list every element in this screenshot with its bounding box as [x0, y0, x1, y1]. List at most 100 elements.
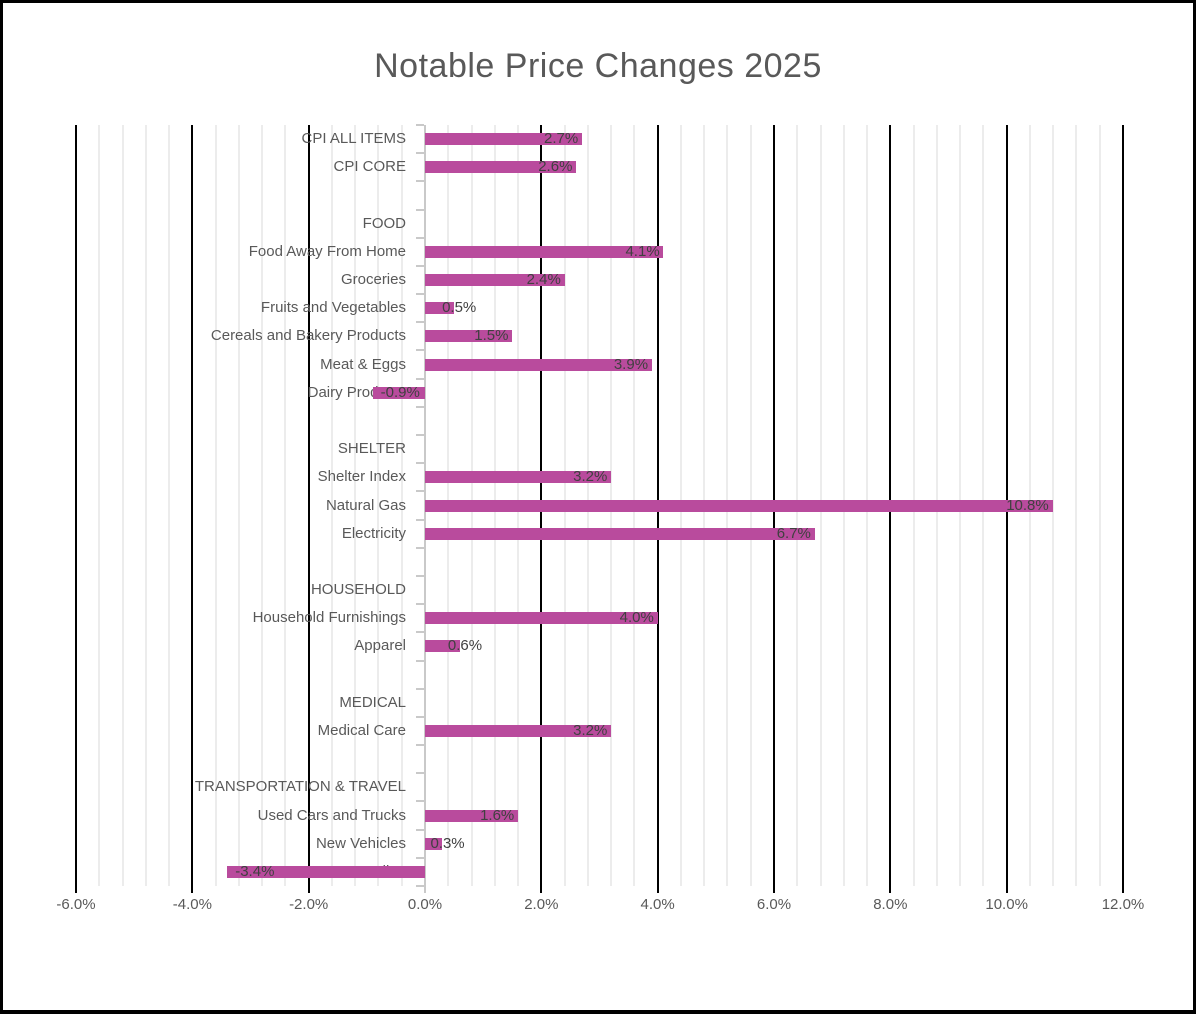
- category-tick: [416, 434, 424, 437]
- bar: [425, 527, 815, 540]
- gridline-minor: [214, 125, 217, 886]
- category-tick: [416, 631, 424, 634]
- category-label: Shelter Index: [317, 468, 406, 486]
- category-tick: [416, 264, 424, 267]
- bar: [425, 612, 658, 625]
- category-label: FOOD: [362, 214, 406, 232]
- gridline-minor: [121, 125, 124, 886]
- category-label: MEDICAL: [339, 693, 406, 711]
- bar-value-label: 3.2%: [573, 468, 608, 486]
- category-label: SHELTER: [337, 440, 406, 458]
- gridline-major: [307, 125, 310, 893]
- bar: [425, 640, 460, 653]
- category-tick: [416, 321, 424, 324]
- bar: [425, 724, 612, 737]
- bar-value-label: 2.4%: [526, 271, 561, 289]
- category-tick: [416, 659, 424, 662]
- category-label: Fruits and Vegetables: [260, 299, 406, 317]
- category-tick: [416, 462, 424, 465]
- gridline-minor: [284, 125, 287, 886]
- gridline-minor: [144, 125, 147, 886]
- gridline-minor: [330, 125, 333, 886]
- bar-value-label: 0.5%: [442, 299, 477, 317]
- x-axis-tick-label: -2.0%: [289, 896, 329, 913]
- x-axis-tick-label: -6.0%: [56, 896, 96, 913]
- bar: [425, 358, 652, 371]
- bar-value-label: 6.7%: [776, 524, 811, 542]
- category-tick: [416, 715, 424, 718]
- category-label: Used Cars and Trucks: [257, 806, 406, 824]
- bar: [425, 274, 565, 287]
- category-tick: [416, 208, 424, 211]
- category-tick: [416, 603, 424, 606]
- category-tick: [416, 800, 424, 803]
- bar: [372, 386, 425, 399]
- category-tick: [416, 377, 424, 380]
- gridline-minor: [1052, 125, 1055, 886]
- gridline-major: [1122, 125, 1124, 893]
- x-axis-tick-label: 4.0%: [640, 896, 675, 913]
- category-tick: [416, 687, 424, 690]
- category-tick: [416, 490, 424, 493]
- category-tick: [416, 744, 424, 747]
- category-tick: [416, 405, 424, 408]
- gridline-minor: [261, 125, 264, 886]
- bar: [425, 471, 612, 484]
- category-label: CPI ALL ITEMS: [301, 130, 406, 148]
- bar-value-label: -3.4%: [235, 862, 275, 880]
- bar-value-label: 0.3%: [430, 834, 465, 852]
- category-label: Meat & Eggs: [320, 355, 406, 373]
- bar: [425, 330, 513, 343]
- category-label: New Vehicles: [315, 834, 406, 852]
- bar: [425, 302, 455, 315]
- bar-value-label: 3.9%: [613, 355, 649, 373]
- category-label: Food Away From Home: [248, 242, 406, 260]
- bar: [425, 837, 443, 850]
- bar-value-label: -0.9%: [380, 383, 420, 401]
- x-axis-tick-label: 8.0%: [873, 896, 908, 913]
- category-label: Cereals and Bakery Products: [210, 327, 406, 345]
- gridline-minor: [400, 125, 403, 886]
- category-tick: [416, 772, 424, 775]
- bar: [425, 133, 583, 146]
- category-label: Groceries: [340, 271, 406, 289]
- bar-value-label: 4.1%: [625, 242, 660, 260]
- category-tick: [416, 293, 424, 296]
- bar: [425, 809, 519, 822]
- category-label: Apparel: [354, 637, 406, 655]
- gridline-minor: [237, 125, 240, 886]
- category-label: CPI CORE: [333, 158, 406, 176]
- bar-value-label: 3.2%: [573, 721, 608, 739]
- category-tick: [416, 152, 424, 155]
- x-axis-tick-label: 2.0%: [524, 896, 559, 913]
- gridline-minor: [168, 125, 171, 886]
- bar-value-label: 2.6%: [538, 158, 573, 176]
- bar: [227, 865, 425, 878]
- bar-value-label: 1.5%: [474, 327, 509, 345]
- chart-title: Notable Price Changes 2025: [374, 47, 822, 85]
- category-label: TRANSPORTATION & TRAVEL: [194, 778, 406, 796]
- x-axis-tick-label: -4.0%: [172, 896, 212, 913]
- category-tick: [416, 180, 424, 183]
- gridline-minor: [377, 125, 380, 886]
- x-axis-tick-label: 0.0%: [407, 896, 443, 913]
- gridline-minor: [1098, 125, 1101, 886]
- x-axis-tick-label: 10.0%: [985, 896, 1028, 913]
- category-tick: [416, 856, 424, 859]
- category-label: HOUSEHOLD: [310, 581, 406, 599]
- category-label: Household Furnishings: [252, 609, 406, 627]
- category-tick: [416, 574, 424, 577]
- category-tick: [416, 546, 424, 549]
- gridline-minor: [354, 125, 357, 886]
- category-label: Natural Gas: [325, 496, 406, 514]
- bar-value-label: 0.6%: [447, 637, 483, 655]
- gridline-major: [191, 125, 194, 893]
- category-label: Medical Care: [317, 721, 406, 739]
- category-tick: [416, 885, 424, 887]
- bar-value-label: 10.8%: [1006, 496, 1049, 514]
- category-tick: [416, 828, 424, 831]
- gridline-minor: [98, 125, 101, 886]
- bar-value-label: 1.6%: [480, 806, 515, 824]
- gridline-major: [75, 125, 77, 893]
- x-axis-tick-label: 6.0%: [756, 896, 792, 913]
